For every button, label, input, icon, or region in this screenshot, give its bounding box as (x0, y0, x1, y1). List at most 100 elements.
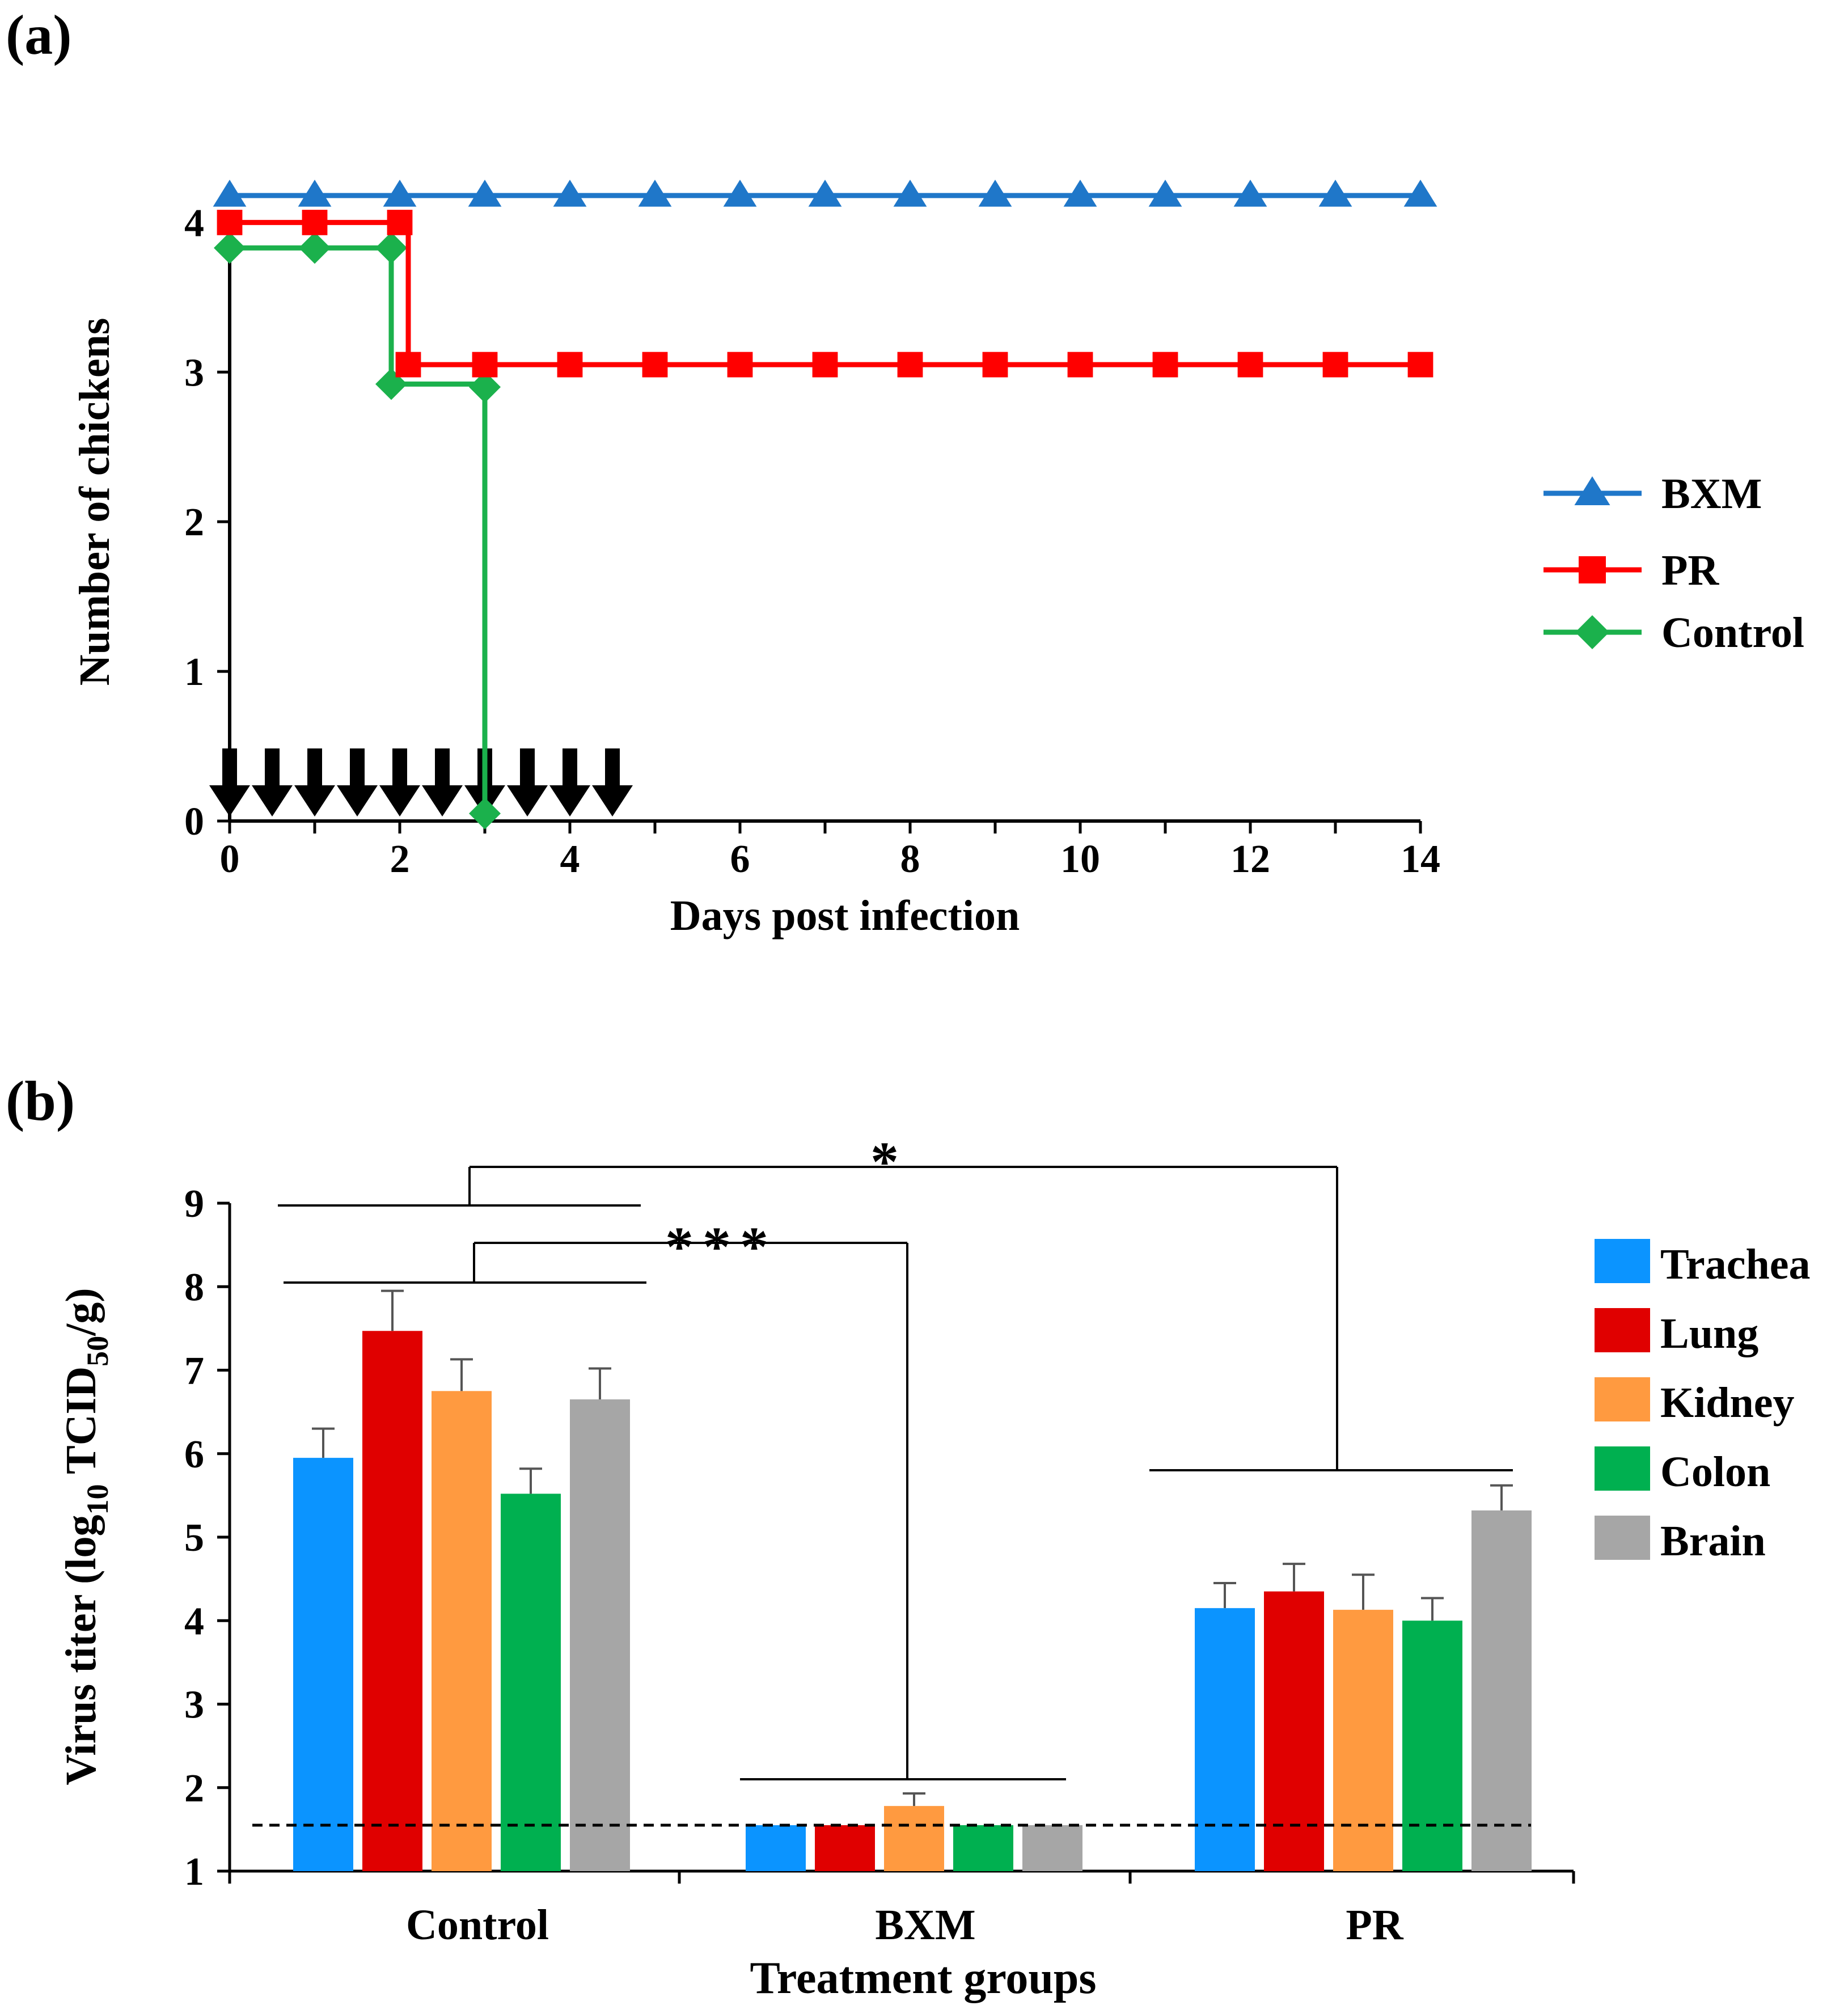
x-axis-label-b: Treatment groups (750, 1953, 1096, 2003)
x-tick-label-a: 12 (1230, 837, 1270, 881)
legend-label: Colon (1660, 1448, 1770, 1496)
legend-b: Trachea Lung Kidney Colon Brain (1595, 1239, 1811, 1565)
y-tick-labels-a: 0 1 2 3 4 (184, 201, 204, 844)
y-tick-label-b: 8 (184, 1266, 204, 1309)
square-marker (642, 352, 668, 378)
bar-colon (501, 1493, 561, 1871)
square-marker (1322, 352, 1348, 378)
x-axis-label-a: Days post infection (670, 892, 1020, 940)
bars (252, 1289, 1532, 1871)
y-tick-labels-b: 1 2 3 4 5 6 7 8 9 (184, 1182, 204, 1894)
square-marker (387, 209, 413, 235)
axes-a (217, 221, 1422, 833)
bar-trachea (293, 1458, 353, 1871)
bar-group-bxm (746, 1792, 1082, 1871)
y-tick-label-a: 4 (184, 201, 204, 245)
bar-group-pr (1195, 1484, 1532, 1871)
y-axis-label-a: Number of chickens (71, 318, 119, 686)
legend-item-kidney: Kidney (1595, 1377, 1795, 1427)
y-tick-label-b: 6 (184, 1433, 204, 1476)
bar-kidney (432, 1391, 492, 1871)
arrow-head (379, 785, 420, 816)
category-label-bxm: BXM (875, 1901, 975, 1949)
significance-brackets: **** (278, 1130, 1513, 1780)
significance-marker: *** (665, 1215, 777, 1278)
triangle-marker (1233, 179, 1267, 207)
triangle-marker (1148, 179, 1182, 207)
triangle-marker (638, 179, 672, 207)
bar-kidney (884, 1806, 944, 1871)
diamond-marker (469, 371, 501, 403)
legend-swatch (1595, 1308, 1650, 1352)
y-tick-label-a: 2 (184, 501, 204, 544)
dosing-arrow (209, 748, 250, 816)
legend-item-control: Control (1543, 609, 1804, 657)
dosing-arrows (209, 748, 633, 816)
dosing-arrow (549, 748, 590, 816)
square-marker (395, 352, 421, 378)
series-line-control (230, 245, 488, 814)
diamond-marker (214, 232, 246, 264)
x-tick-label-a: 6 (730, 837, 750, 881)
dosing-arrow (379, 748, 420, 816)
bar-lung (1264, 1591, 1324, 1871)
y-tick-label-b: 7 (184, 1349, 204, 1393)
triangle-marker (1318, 179, 1352, 207)
x-tick-label-a: 0 (220, 837, 240, 881)
triangle-marker (468, 179, 502, 207)
y-tick-label-a: 1 (184, 650, 204, 694)
dosing-arrow (592, 748, 633, 816)
legend-label: PR (1661, 547, 1719, 594)
y-tick-label-a: 0 (184, 800, 204, 844)
triangle-marker (1403, 179, 1437, 207)
legend-item-brain: Brain (1595, 1516, 1766, 1565)
y-tick-label-b: 3 (184, 1683, 204, 1727)
square-marker (472, 352, 498, 378)
x-tick-label-a: 14 (1401, 837, 1440, 881)
square-marker (217, 209, 243, 235)
square-marker (1152, 352, 1178, 378)
diamond-marker (469, 797, 501, 830)
triangle-marker (298, 179, 332, 207)
triangle-marker (1574, 476, 1610, 505)
triangle-marker (383, 179, 417, 207)
bar-lung (815, 1825, 875, 1871)
square-marker (727, 352, 753, 378)
panel-b-label: (b) (6, 1069, 75, 1132)
legend-label: Brain (1660, 1517, 1766, 1565)
x-tick-label-a: 2 (390, 837, 410, 881)
series-bxm (213, 179, 1437, 207)
legend-label: Control (1661, 609, 1804, 657)
bar-group-control (293, 1289, 630, 1871)
square-marker (557, 352, 583, 378)
square-marker (812, 352, 838, 378)
y-tick-label-b: 2 (184, 1767, 204, 1810)
dosing-arrow (422, 748, 463, 816)
category-label-pr: PR (1346, 1901, 1403, 1949)
triangle-marker (893, 179, 927, 207)
y-tick-label-b: 5 (184, 1516, 204, 1560)
bar-colon (953, 1825, 1013, 1871)
dosing-arrow (252, 748, 293, 816)
category-label-control: Control (406, 1901, 549, 1949)
triangle-marker (553, 179, 587, 207)
dosing-arrow (507, 748, 548, 816)
legend-item-lung: Lung (1595, 1308, 1758, 1357)
arrow-head (507, 785, 548, 816)
legend-label: Lung (1660, 1310, 1758, 1357)
square-marker (1579, 556, 1606, 583)
dosing-arrow (337, 748, 378, 816)
legend-swatch (1595, 1446, 1650, 1491)
x-tick-label-a: 4 (560, 837, 580, 881)
legend-label: BXM (1661, 470, 1762, 518)
survival-series (213, 179, 1437, 830)
series-pr (217, 209, 1433, 378)
arrow-head (209, 785, 250, 816)
triangle-marker (808, 179, 842, 207)
square-marker (1237, 352, 1263, 378)
square-marker (1407, 352, 1433, 378)
arrow-head (294, 785, 335, 816)
square-marker (897, 352, 923, 378)
